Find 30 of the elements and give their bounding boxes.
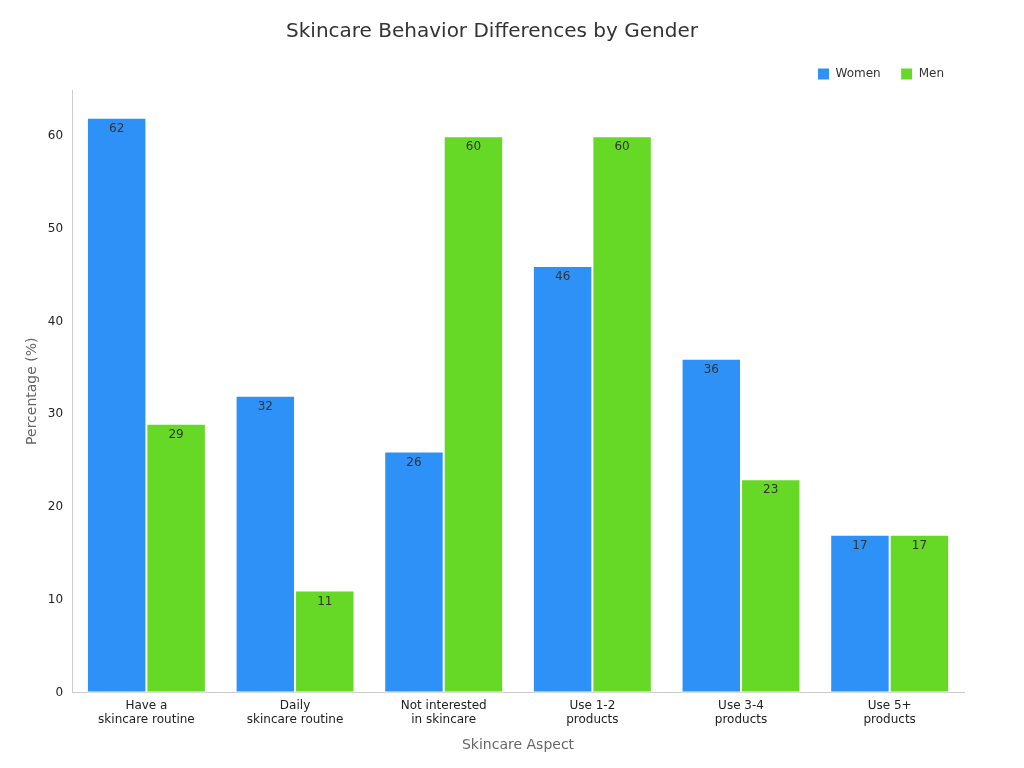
data-label: 32 [257, 398, 273, 413]
data-label: 60 [614, 139, 630, 154]
x-tick-label: Have a skincare routine [98, 697, 195, 727]
data-label: 17 [911, 537, 928, 552]
y-tick-label: 0 [55, 684, 64, 699]
data-label: 11 [317, 593, 333, 608]
data-label: 29 [168, 426, 184, 441]
y-tick-label: 60 [47, 128, 64, 143]
data-label: 26 [406, 454, 422, 469]
chart-title: Skincare Behavior Differences by Gender [286, 18, 699, 43]
data-label: 23 [763, 482, 779, 497]
x-tick-label: Use 1-2 products [566, 697, 619, 727]
data-label: 60 [465, 139, 482, 154]
x-tick-label: Use 5+ products [863, 697, 916, 727]
y-tick-label: 20 [47, 499, 64, 514]
legend-label: Men [918, 66, 944, 81]
y-tick-label: 50 [47, 221, 64, 236]
data-label: 36 [703, 361, 719, 376]
y-tick-label: 10 [47, 591, 64, 606]
y-axis-title: Percentage (%) [23, 337, 40, 445]
legend-label: Women [835, 66, 881, 81]
y-tick-label: 30 [47, 406, 64, 421]
data-label: 46 [554, 269, 571, 284]
data-label: 62 [109, 120, 125, 135]
x-tick-label: Not interested in skincare [400, 697, 487, 727]
y-tick-label: 40 [47, 313, 64, 328]
x-tick-label: Use 3-4 products [714, 697, 768, 727]
x-tick-label: Daily skincare routine [246, 697, 344, 727]
data-label: 17 [852, 537, 868, 552]
x-axis-title: Skincare Aspect [461, 736, 575, 753]
